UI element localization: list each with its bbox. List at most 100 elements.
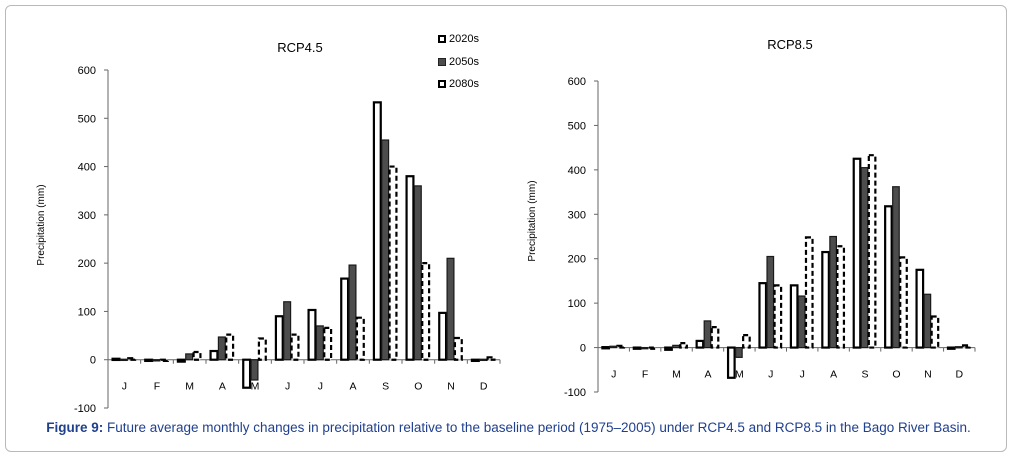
legend-label-2080s: 2080s (449, 78, 479, 91)
bar-2020s-M (664, 346, 673, 351)
y-tick-label: 400 (78, 162, 96, 174)
x-tick-label: M (185, 381, 194, 393)
y-tick-label: 400 (568, 165, 586, 177)
x-tick-label: A (349, 381, 356, 393)
y-tick-label: 500 (568, 120, 586, 132)
bar-2080s-A (836, 245, 846, 349)
bar-2080s-M (257, 337, 267, 361)
bar-2050s-J (283, 301, 292, 361)
bar-2050s-M (250, 359, 259, 381)
y-tick-label: 600 (568, 76, 586, 88)
bar-2020s-F (632, 346, 642, 350)
x-tick-label: D (955, 369, 963, 381)
x-tick-label: N (924, 369, 932, 381)
bar-2080s-A (710, 326, 720, 349)
bar-2050s-A (217, 336, 226, 361)
y-tick-label: 0 (90, 355, 96, 367)
bar-2020s-A (821, 250, 830, 349)
x-tick-label: O (892, 369, 900, 381)
bar-2080s-F (159, 358, 169, 363)
bar-2020s-O (884, 205, 893, 349)
x-tick-label: J (611, 369, 616, 381)
bar-2050s-M (672, 344, 680, 349)
bar-2020s-N (438, 311, 448, 361)
bar-2080s-N (453, 336, 463, 361)
x-tick-label: M (735, 369, 744, 381)
bar-2050s-J (609, 345, 618, 349)
bar-2050s-J (797, 295, 806, 349)
bar-2020s-O (405, 175, 415, 361)
bar-2050s-F (152, 359, 161, 362)
x-tick-label: N (447, 381, 455, 393)
bar-2050s-J (315, 325, 324, 361)
y-axis-label: Precipitation (mm) (36, 184, 47, 265)
bar-2020s-S (852, 157, 862, 349)
y-tick-label: 600 (78, 65, 96, 77)
bar-2080s-J (804, 236, 814, 349)
figure-caption-text: Future average monthly changes in precip… (103, 420, 971, 435)
bar-2020s-M (726, 346, 736, 379)
bar-2080s-M (679, 342, 688, 349)
legend-label-2020s: 2020s (449, 33, 479, 46)
x-tick-label: S (382, 381, 389, 393)
bar-2080s-J (290, 333, 300, 361)
chart-title: RCP8.5 (767, 37, 813, 52)
x-tick-label: J (122, 381, 127, 393)
bar-2050s-D (954, 346, 963, 349)
y-tick-label: 0 (580, 343, 586, 355)
y-tick-label: -100 (74, 403, 96, 415)
legend-item-2080s: 2080s (438, 73, 479, 96)
figure-label: Figure 9: (46, 420, 104, 435)
bar-2020s-M (176, 358, 186, 363)
bar-2050s-S (860, 167, 869, 349)
bar-2020s-J (274, 315, 284, 361)
bar-2020s-J (758, 282, 768, 349)
legend-item-2020s: 2020s (438, 28, 479, 51)
bar-2050s-J (119, 358, 128, 362)
x-tick-label: O (414, 381, 422, 393)
bar-2020s-A (695, 339, 705, 349)
y-tick-label: 500 (78, 113, 96, 125)
y-tick-label: 300 (78, 210, 96, 222)
y-tick-label: 100 (78, 306, 96, 318)
bar-2020s-J (601, 346, 611, 350)
figure-caption: Figure 9: Future average monthly changes… (0, 420, 1017, 435)
y-tick-label: 100 (568, 298, 586, 310)
bar-2080s-M (192, 350, 202, 361)
x-tick-label: M (251, 381, 260, 393)
bar-2080s-M (742, 334, 751, 349)
bar-2080s-D (486, 356, 496, 361)
x-tick-label: A (219, 381, 226, 393)
bar-2050s-M (735, 346, 743, 358)
x-tick-label: A (704, 369, 711, 381)
x-tick-label: J (768, 369, 773, 381)
legend-swatch-2080s (438, 80, 446, 89)
bar-2050s-A (829, 235, 837, 349)
chart-legend: 2020s 2050s 2080s (438, 28, 479, 96)
legend-item-2050s: 2050s (438, 51, 479, 74)
x-tick-label: J (285, 381, 290, 393)
bar-2050s-O (892, 186, 900, 349)
x-tick-label: J (800, 369, 805, 381)
figure-frame (5, 5, 1007, 452)
bar-2050s-A (703, 320, 712, 349)
legend-swatch-2020s (438, 35, 446, 44)
bar-2080s-J (616, 344, 626, 349)
bar-2020s-J (307, 308, 317, 361)
chart-title: RCP4.5 (277, 40, 323, 55)
bar-2020s-N (915, 268, 925, 349)
bar-2020s-F (144, 358, 154, 363)
chart-rcp45: RCP4.5 Precipitation (mm) -100 0 100 200 300 40… (36, 40, 501, 415)
bar-2020s-A (209, 349, 219, 361)
bar-2020s-D (470, 358, 480, 363)
chart-rcp85: RCP8.5 Precipitation (mm) -100 0 100 200 300 40… (527, 37, 976, 399)
bar-2050s-N (446, 257, 455, 361)
y-tick-label: 200 (568, 254, 586, 266)
bar-2020s-A (340, 277, 350, 361)
bar-2050s-J (766, 255, 775, 349)
bar-2020s-M (242, 358, 252, 389)
y-axis-label: Precipitation (mm) (527, 180, 538, 261)
bar-2020s-S (372, 101, 382, 361)
y-tick-label: 300 (568, 209, 586, 221)
